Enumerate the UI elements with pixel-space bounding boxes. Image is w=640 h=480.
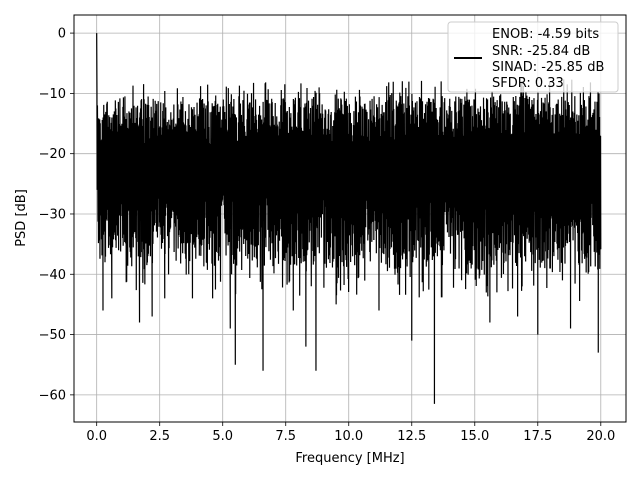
x-tick-label: 0.0 xyxy=(86,429,107,444)
x-tick-label: 20.0 xyxy=(586,429,615,444)
x-tick-label: 7.5 xyxy=(275,429,296,444)
x-axis-label: Frequency [MHz] xyxy=(295,451,404,466)
x-tick-label: 10.0 xyxy=(334,429,363,444)
y-tick-label: −20 xyxy=(39,147,66,162)
y-axis-ticks: 0 −10 −20 −30 −40 −50 −60 xyxy=(39,27,74,403)
x-tick-label: 17.5 xyxy=(523,429,552,444)
legend-box xyxy=(447,21,619,93)
y-tick-label: −10 xyxy=(39,87,66,102)
legend-entry-sinad: SINAD: -25.85 dB xyxy=(492,60,604,75)
y-tick-label: −60 xyxy=(39,388,66,403)
psd-series-line xyxy=(96,33,602,404)
legend-entry-sfdr: SFDR: 0.33 xyxy=(492,76,564,91)
x-tick-label: 5.0 xyxy=(212,429,233,444)
legend-entry-enob: ENOB: -4.59 bits xyxy=(492,27,599,42)
axes-frame xyxy=(73,14,627,423)
x-tick-label: 2.5 xyxy=(149,429,170,444)
y-tick-label: −50 xyxy=(39,328,66,343)
legend: ENOB: -4.59 bits SNR: -25.84 dB SINAD: -… xyxy=(447,21,619,93)
x-tick-label: 15.0 xyxy=(460,429,489,444)
legend-entry-snr: SNR: -25.84 dB xyxy=(492,44,590,59)
y-axis-label: PSD [dB] xyxy=(14,189,29,247)
y-tick-label: −40 xyxy=(39,268,66,283)
x-tick-label: 12.5 xyxy=(397,429,426,444)
y-tick-label: −30 xyxy=(39,207,66,222)
x-axis-ticks: 0.0 2.5 5.0 7.5 10.0 12.5 15.0 17.5 20.0 xyxy=(86,422,615,444)
plot-area xyxy=(96,33,602,404)
y-tick-label: 0 xyxy=(58,27,66,42)
